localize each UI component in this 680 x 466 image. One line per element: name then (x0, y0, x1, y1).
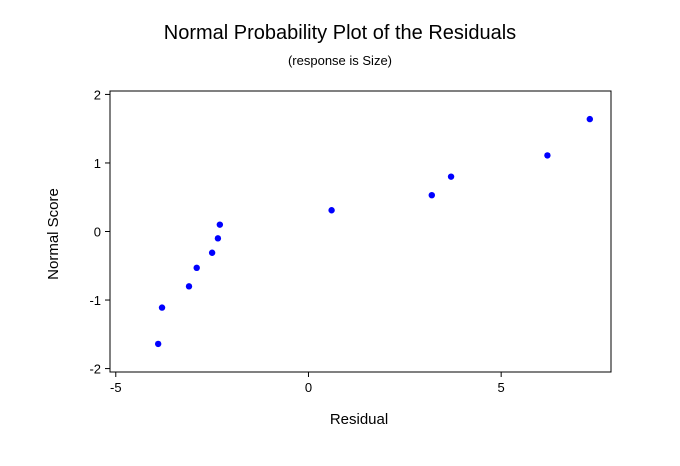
data-point (154, 340, 162, 348)
x-axis-label: Residual (330, 411, 388, 428)
data-point (214, 235, 222, 242)
plot-frame (109, 90, 612, 373)
y-axis-label: Normal Score (45, 188, 62, 280)
data-point (208, 249, 216, 256)
x-tick-label: 5 (498, 380, 505, 395)
x-axis: -5 0 5 (110, 372, 505, 395)
chart-title: Normal Probability Plot of the Residuals (164, 22, 516, 44)
data-points (154, 115, 594, 348)
x-tick-label: 0 (305, 380, 312, 395)
data-point (158, 304, 166, 311)
data-point (216, 221, 224, 228)
data-point (447, 173, 455, 180)
data-point (586, 115, 594, 123)
y-tick-label: 1 (94, 156, 101, 171)
y-tick-label: -2 (89, 362, 101, 377)
data-point (193, 264, 200, 272)
y-tick-label: 2 (94, 87, 101, 102)
chart-subtitle: (response is Size) (288, 53, 392, 68)
data-point (544, 152, 551, 159)
data-point (185, 283, 193, 290)
data-point (428, 191, 435, 199)
x-tick-label: -5 (110, 380, 122, 395)
y-tick-label: -1 (89, 293, 101, 308)
y-axis: -2 -1 0 1 2 (89, 87, 110, 377)
data-point (328, 207, 335, 214)
y-tick-label: 0 (94, 225, 101, 240)
